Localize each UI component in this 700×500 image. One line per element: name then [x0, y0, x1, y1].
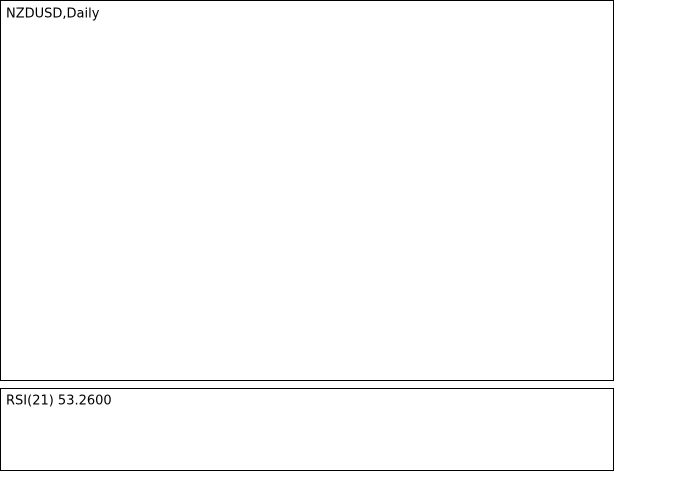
rsi-title: RSI(21) 53.2600: [6, 394, 112, 409]
main-pane: [0, 0, 614, 381]
rsi-pane: [0, 388, 614, 471]
chart-title: NZDUSD,Daily: [6, 7, 100, 22]
